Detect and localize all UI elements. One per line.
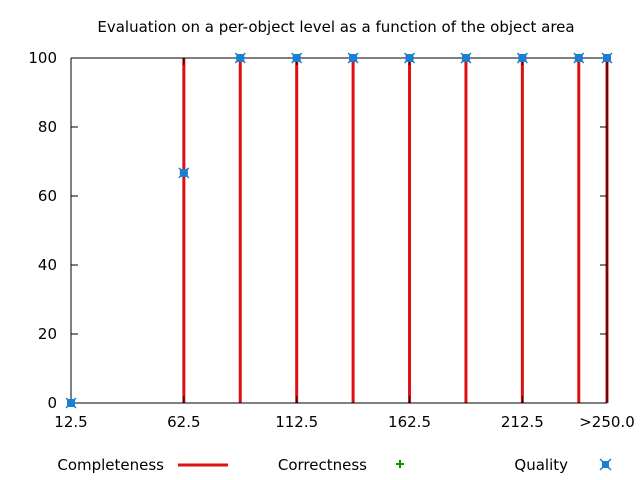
legend-swatch-correctness xyxy=(396,460,404,468)
quality-point xyxy=(178,167,190,179)
x-tick-label: 162.5 xyxy=(388,413,431,431)
y-axis-ticks: 0 20 40 60 80 100 xyxy=(28,49,607,412)
completeness-impulses xyxy=(182,58,609,403)
quality-point xyxy=(516,52,528,64)
quality-point xyxy=(601,52,613,64)
legend: Completeness Correctness Quality xyxy=(57,456,612,474)
correctness-points xyxy=(67,54,611,407)
legend-label-quality: Quality xyxy=(514,456,568,474)
quality-point xyxy=(347,52,359,64)
x-tick-label: 62.5 xyxy=(167,413,200,431)
x-axis-ticks: 12.5 62.5 112.5 162.5 212.5 >250.0 xyxy=(54,58,635,431)
x-tick-label: 112.5 xyxy=(275,413,318,431)
y-tick-label: 0 xyxy=(47,394,57,412)
plot-frame xyxy=(70,57,608,404)
y-tick-label: 100 xyxy=(28,49,57,67)
x-tick-label: 12.5 xyxy=(54,413,87,431)
quality-point xyxy=(65,397,77,409)
quality-point xyxy=(234,52,246,64)
quality-point xyxy=(460,52,472,64)
y-tick-label: 80 xyxy=(38,118,57,136)
quality-points xyxy=(65,52,613,409)
y-tick-label: 60 xyxy=(38,187,57,205)
quality-point xyxy=(291,52,303,64)
quality-point xyxy=(573,52,585,64)
x-tick-label: >250.0 xyxy=(579,413,635,431)
x-tick-label: 212.5 xyxy=(501,413,544,431)
chart-title: Evaluation on a per-object level as a fu… xyxy=(97,18,574,36)
y-tick-label: 40 xyxy=(38,256,57,274)
y-tick-label: 20 xyxy=(38,325,57,343)
quality-point xyxy=(403,52,416,64)
legend-label-completeness: Completeness xyxy=(57,456,164,474)
legend-label-correctness: Correctness xyxy=(278,456,367,474)
legend-swatch-quality xyxy=(599,458,612,471)
